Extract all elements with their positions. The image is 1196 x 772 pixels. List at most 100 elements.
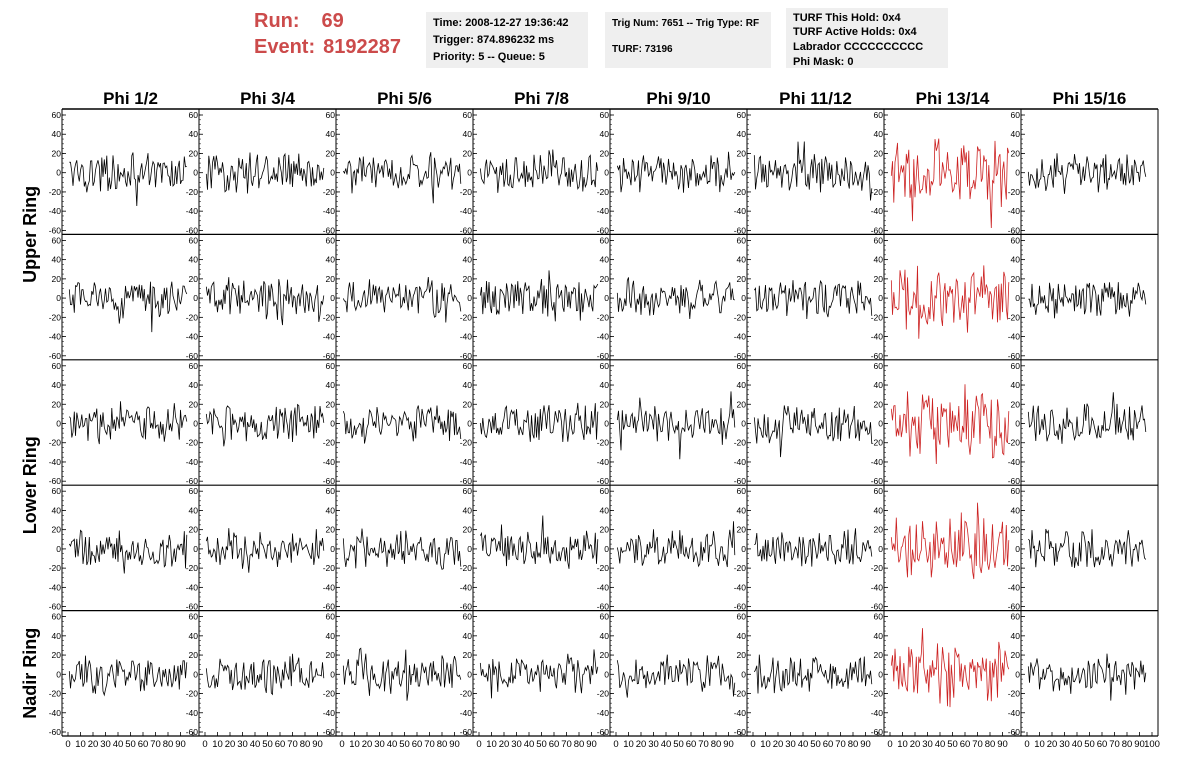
y-tick-label: 40: [874, 380, 884, 390]
y-tick-label: 60: [463, 486, 473, 496]
waveform-panel: -60 -40 -20 0 20 40 60: [186, 361, 325, 486]
time-text: Time: 2008-12-27 19:36:42: [433, 17, 569, 29]
x-tick-label: 40: [661, 739, 672, 750]
y-tick-label: -20: [323, 187, 336, 197]
y-tick-label: 20: [189, 399, 199, 409]
x-tick-label: 80: [1122, 739, 1133, 750]
y-tick-label: 60: [874, 612, 884, 622]
y-tick-label: 40: [600, 129, 610, 139]
y-tick-label: -40: [871, 708, 884, 718]
y-tick-label: -60: [871, 727, 884, 737]
y-tick-label: 60: [737, 235, 747, 245]
waveform-trace: [1028, 282, 1147, 319]
waveform-panel: -60 -40 -20 0 20 40 60: [49, 486, 188, 612]
y-tick-label: -20: [49, 438, 62, 448]
turf-text: TURF: 73196: [612, 44, 673, 55]
x-tick-label: 0: [750, 739, 755, 750]
y-tick-label: 40: [737, 380, 747, 390]
y-tick-label: 60: [600, 235, 610, 245]
y-tick-label: 20: [600, 399, 610, 409]
y-tick-label: -20: [597, 563, 610, 573]
x-tick-label: 30: [648, 739, 659, 750]
y-tick-label: -60: [323, 225, 336, 235]
x-tick-label: 40: [250, 739, 261, 750]
x-tick-label: 0: [476, 739, 481, 750]
event-header: Run: 69 Event: 8192287 Time: 2008-12-27 …: [0, 0, 1196, 80]
x-tick-label: 20: [1047, 739, 1058, 750]
x-tick-label: 40: [113, 739, 124, 750]
x-tick-label: 30: [374, 739, 385, 750]
y-tick-label: -60: [460, 351, 473, 361]
waveform-trace: [616, 654, 736, 698]
y-tick-label: 60: [874, 235, 884, 245]
waveform-trace: [342, 405, 462, 444]
waveform-trace: [753, 279, 873, 320]
x-tick-label: 40: [524, 739, 535, 750]
y-tick-label: 60: [189, 235, 199, 245]
y-tick-label: -40: [49, 582, 62, 592]
y-tick-label: 0: [56, 293, 61, 303]
y-tick-label: -60: [1008, 476, 1021, 486]
waveform-panel: -60 -40 -20 0 20 40 60: [734, 235, 873, 361]
y-tick-label: -40: [460, 206, 473, 216]
waveform-trace: [1027, 153, 1147, 194]
waveform-panel: -60 -40 -20 0 20 40 60: [49, 110, 187, 235]
y-tick-label: 20: [874, 399, 884, 409]
y-tick-label: -60: [734, 225, 747, 235]
y-tick-label: -40: [323, 708, 336, 718]
y-tick-label: 60: [463, 235, 473, 245]
x-tick-label: 50: [1084, 739, 1095, 750]
y-tick-label: -20: [460, 187, 473, 197]
y-tick-label: 0: [878, 168, 883, 178]
y-tick-label: 0: [604, 544, 609, 554]
waveform-trace: [342, 276, 462, 323]
waveform-trace: [205, 277, 325, 326]
y-tick-label: 0: [604, 168, 609, 178]
y-tick-label: -40: [49, 457, 62, 467]
y-tick-label: -60: [1008, 602, 1021, 612]
y-tick-label: -20: [49, 312, 62, 322]
y-tick-label: 20: [52, 650, 62, 660]
waveform-trace: [754, 528, 873, 567]
y-tick-label: 20: [737, 274, 747, 284]
x-tick-label: 70: [287, 739, 298, 750]
y-tick-label: 0: [330, 168, 335, 178]
y-tick-label: 40: [326, 255, 336, 265]
y-tick-label: -40: [597, 332, 610, 342]
x-tick-label: 60: [823, 739, 834, 750]
x-tick-label: 90: [997, 739, 1008, 750]
y-tick-label: 0: [193, 168, 198, 178]
y-tick-label: -20: [734, 312, 747, 322]
y-tick-label: -40: [186, 206, 199, 216]
waveform-panel: -60 -40 -20 0 20 40 60: [734, 110, 873, 235]
y-tick-label: 0: [1015, 293, 1020, 303]
x-tick-label: 30: [511, 739, 522, 750]
y-tick-label: 60: [1011, 486, 1021, 496]
y-tick-label: -40: [323, 582, 336, 592]
y-tick-label: -40: [871, 332, 884, 342]
y-tick-label: 20: [874, 650, 884, 660]
y-tick-label: -40: [597, 582, 610, 592]
y-tick-label: -40: [49, 332, 62, 342]
y-tick-label: 20: [600, 148, 610, 158]
y-tick-label: 40: [600, 631, 610, 641]
y-tick-label: 60: [463, 361, 473, 371]
turf-active-holds-text: TURF Active Holds: 0x4: [793, 26, 917, 38]
y-tick-label: 0: [741, 544, 746, 554]
x-tick-label: 10: [212, 739, 223, 750]
waveform-trace: [205, 653, 325, 696]
y-tick-label: 40: [737, 129, 747, 139]
y-tick-label: 20: [737, 399, 747, 409]
event-label: Event:: [254, 36, 316, 58]
y-tick-label: -60: [1008, 351, 1021, 361]
y-tick-label: -60: [49, 476, 62, 486]
y-tick-label: 40: [52, 380, 62, 390]
y-tick-label: 20: [600, 525, 610, 535]
x-tick-label: 0: [65, 739, 70, 750]
x-tick-label: 90: [312, 739, 323, 750]
y-tick-label: 60: [874, 486, 884, 496]
waveform-trace: [68, 401, 188, 445]
